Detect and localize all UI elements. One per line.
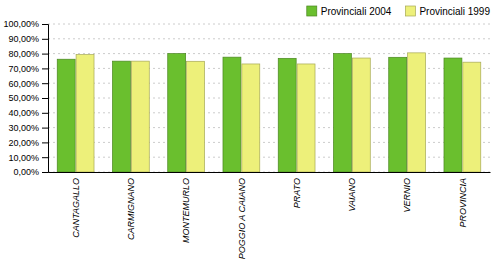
tick-label: 0,00% [13, 167, 39, 177]
bar-series [57, 54, 462, 172]
legend: Provinciali 2004 Provinciali 1999 [307, 6, 491, 17]
tick-label: MONTEMURLO [181, 178, 191, 243]
tick-label: 70,00% [8, 64, 39, 74]
tick-label: 10,00% [8, 153, 39, 163]
tick-mark [42, 24, 48, 25]
axis-line [49, 172, 491, 173]
bar [57, 59, 75, 172]
tick-mark [42, 142, 48, 143]
tick: POGGIO A CAIANO [237, 178, 247, 259]
bar [223, 57, 241, 172]
tick: 0,00% [13, 167, 48, 177]
bars [57, 53, 481, 172]
tick-label: 50,00% [8, 93, 39, 103]
tick-label: 20,00% [8, 138, 39, 148]
tick: 70,00% [8, 64, 48, 74]
bar [278, 58, 296, 172]
tick: CANTAGALLO [71, 178, 81, 238]
grid-line [48, 38, 490, 39]
tick: VAIANO [347, 178, 357, 212]
grid-line [48, 24, 490, 25]
tick-label: 80,00% [8, 49, 39, 59]
tick-label: CANTAGALLO [71, 178, 81, 238]
bar [389, 57, 407, 172]
tick: 20,00% [8, 138, 48, 148]
tick-mark [42, 157, 48, 158]
y-axis: 0,00% 10,00% 20,00% 30,00% 40,00% 50,00% 60,00… [3, 19, 48, 177]
tick-mark [42, 39, 48, 40]
tick-label: 30,00% [8, 123, 39, 133]
bar [131, 61, 149, 172]
tick-label: POGGIO A CAIANO [237, 178, 247, 259]
tick-mark [42, 128, 48, 129]
tick: 80,00% [8, 49, 48, 59]
legend-swatch [405, 6, 415, 16]
bar [242, 64, 260, 172]
legend-swatch [307, 6, 317, 16]
tick-mark [42, 54, 48, 55]
bar [187, 61, 205, 172]
grid [48, 24, 490, 172]
tick: 40,00% [8, 108, 48, 118]
tick: CARMIGNANO [126, 178, 136, 240]
tick-label: VAIANO [347, 178, 357, 212]
bar [463, 62, 481, 172]
bar [333, 54, 351, 172]
tick-label: PRATO [292, 178, 302, 208]
tick: VERNIO [402, 178, 412, 213]
x-axis: CANTAGALLO CARMIGNANO MONTEMURLO POGGIO A C… [49, 173, 491, 260]
tick-mark [42, 83, 48, 84]
legend-label: Provinciali 1999 [419, 6, 490, 17]
tick-label: 60,00% [8, 79, 39, 89]
legend-item: Provinciali 2004 [307, 6, 392, 17]
tick-mark [42, 113, 48, 114]
plot: 0,00% 10,00% 20,00% 30,00% 40,00% 50,00% 60,00… [3, 19, 490, 259]
tick-label: 90,00% [8, 34, 39, 44]
tick-mark [42, 68, 48, 69]
legend-item: Provinciali 1999 [405, 6, 490, 17]
legend-label: Provinciali 2004 [321, 6, 392, 17]
tick: 10,00% [8, 153, 48, 163]
tick-label: VERNIO [402, 178, 412, 213]
tick: 30,00% [8, 123, 48, 133]
axis-line [42, 25, 49, 173]
tick-label: 100,00% [3, 19, 39, 29]
tick: MONTEMURLO [181, 178, 191, 243]
bar [297, 64, 315, 172]
bar [408, 53, 426, 172]
tick-mark [42, 172, 48, 173]
tick: PROVINCIA [458, 178, 468, 228]
tick-label: CARMIGNANO [126, 178, 136, 240]
bar [444, 58, 462, 172]
bar [352, 58, 370, 172]
tick-label: PROVINCIA [458, 178, 468, 228]
tick: 90,00% [8, 34, 48, 44]
tick: PRATO [292, 178, 302, 208]
tick-label: 40,00% [8, 108, 39, 118]
tick: 60,00% [8, 79, 48, 89]
tick: 50,00% [8, 93, 48, 103]
bar [112, 61, 130, 172]
chart: 0,00% 10,00% 20,00% 30,00% 40,00% 50,00% 60,00… [0, 0, 500, 272]
tick-mark [42, 98, 48, 99]
tick: 100,00% [3, 19, 48, 29]
bar [76, 55, 94, 172]
bar [168, 54, 186, 172]
bar-series [76, 53, 481, 172]
